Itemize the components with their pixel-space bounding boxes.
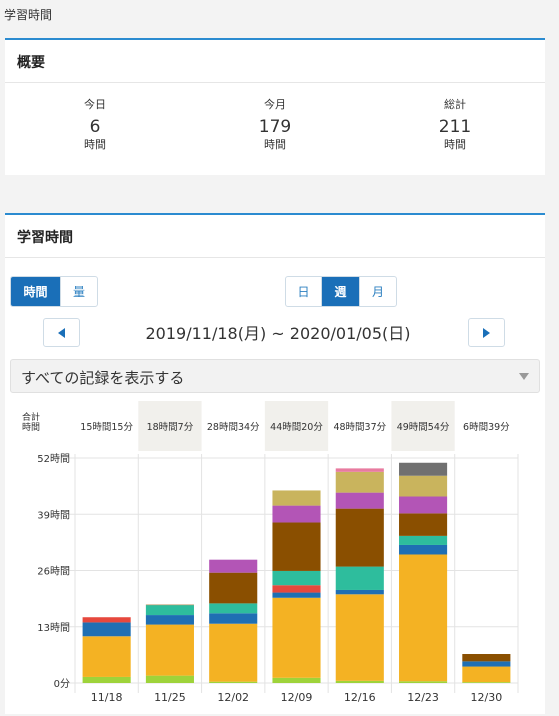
bar-segment bbox=[272, 571, 320, 585]
bar-segment bbox=[399, 497, 447, 514]
column-total-label: 18時間7分 bbox=[147, 422, 194, 433]
stat-label: 今日 bbox=[5, 97, 185, 113]
bar-segment bbox=[462, 682, 510, 683]
bar-segment bbox=[146, 615, 194, 625]
x-tick-label: 12/09 bbox=[281, 691, 313, 704]
x-tick-label: 11/25 bbox=[154, 691, 186, 704]
bar-segment bbox=[209, 573, 257, 604]
overview-card: 概要 今日 6 時間 今月 179 時間 総計 211 時間 bbox=[5, 38, 545, 175]
x-tick-label: 12/23 bbox=[407, 691, 439, 704]
column-total-label: 49時間54分 bbox=[397, 422, 450, 433]
stat-today: 今日 6 時間 bbox=[5, 97, 185, 152]
bar-segment bbox=[462, 654, 510, 661]
bar-segment bbox=[146, 625, 194, 676]
bar-segment bbox=[399, 545, 447, 555]
bar-segment bbox=[272, 593, 320, 598]
x-tick-label: 12/16 bbox=[344, 691, 376, 704]
bar-segment bbox=[399, 536, 447, 545]
stat-value: 211 bbox=[365, 116, 545, 138]
bar-segment bbox=[83, 622, 131, 636]
column-total-label: 48時間37分 bbox=[333, 422, 386, 433]
bar-segment bbox=[462, 661, 510, 666]
stat-unit: 時間 bbox=[365, 138, 545, 152]
bar-segment bbox=[209, 624, 257, 682]
study-time-card: 学習時間 時間 量 日 週 月 2019/11/18(月) ~ 2020/01/… bbox=[5, 213, 545, 714]
weekly-study-chart: 15時間15分 18時間7分 28時間34分 44時間20分 48時間37分 49時間54… bbox=[5, 215, 545, 716]
y-tick-label: 39時間 bbox=[37, 509, 70, 521]
y-tick-label: 26時間 bbox=[37, 566, 70, 578]
column-total-label: 44時間20分 bbox=[270, 422, 323, 433]
stat-unit: 時間 bbox=[185, 138, 365, 152]
y-tick-label: 13時間 bbox=[37, 622, 70, 634]
bar-segment bbox=[399, 554, 447, 681]
stat-month: 今月 179 時間 bbox=[185, 97, 365, 152]
bar-segment bbox=[83, 636, 131, 677]
bar-segment bbox=[209, 682, 257, 683]
column-total-label: 28時間34分 bbox=[207, 422, 260, 433]
bar-segment bbox=[209, 613, 257, 623]
column-total-label: 6時間39分 bbox=[463, 422, 510, 433]
stat-value: 179 bbox=[185, 116, 365, 138]
stat-unit: 時間 bbox=[5, 138, 185, 152]
bar-segment bbox=[83, 677, 131, 683]
bar-segment bbox=[399, 681, 447, 683]
bar-segment bbox=[272, 506, 320, 523]
bar-segment bbox=[336, 590, 384, 594]
bar-segment bbox=[399, 463, 447, 476]
stat-label: 今月 bbox=[185, 97, 365, 113]
bar-segment bbox=[336, 472, 384, 493]
x-tick-label: 11/18 bbox=[91, 691, 123, 704]
bar-segment bbox=[272, 522, 320, 570]
bar-segment bbox=[272, 598, 320, 678]
bar-segment bbox=[272, 490, 320, 505]
bar-segment bbox=[146, 676, 194, 683]
bar-segment bbox=[146, 605, 194, 615]
bar-segment bbox=[462, 667, 510, 683]
bar-segment bbox=[336, 468, 384, 471]
bar-segment bbox=[336, 493, 384, 509]
x-tick-label: 12/30 bbox=[471, 691, 503, 704]
stat-total: 総計 211 時間 bbox=[365, 97, 545, 152]
page-title: 学習時間 bbox=[4, 6, 52, 23]
bar-segment bbox=[399, 476, 447, 497]
column-total-label: 15時間15分 bbox=[80, 422, 133, 433]
bar-segment bbox=[83, 617, 131, 622]
bar-segment bbox=[336, 567, 384, 590]
y-tick-label: 0分 bbox=[54, 678, 70, 690]
bar-segment bbox=[272, 678, 320, 683]
bar-segment bbox=[209, 560, 257, 573]
y-tick-label: 52時間 bbox=[37, 453, 70, 465]
bar-segment bbox=[336, 594, 384, 681]
x-tick-label: 12/02 bbox=[217, 691, 249, 704]
bar-segment bbox=[399, 513, 447, 536]
bar-segment bbox=[272, 585, 320, 592]
overview-stats: 今日 6 時間 今月 179 時間 総計 211 時間 bbox=[5, 83, 545, 152]
bar-segment bbox=[209, 603, 257, 613]
bar-segment bbox=[336, 681, 384, 683]
stat-value: 6 bbox=[5, 116, 185, 138]
stat-label: 総計 bbox=[365, 97, 545, 113]
overview-title: 概要 bbox=[5, 40, 545, 83]
bar-segment bbox=[336, 509, 384, 567]
